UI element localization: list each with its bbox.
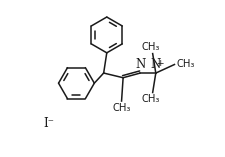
Text: +: +: [156, 59, 163, 68]
Text: N: N: [150, 59, 160, 71]
Text: I⁻: I⁻: [43, 117, 54, 130]
Text: CH₃: CH₃: [141, 42, 160, 52]
Text: CH₃: CH₃: [112, 103, 130, 113]
Text: N: N: [135, 59, 145, 71]
Text: CH₃: CH₃: [176, 60, 194, 70]
Text: CH₃: CH₃: [141, 94, 160, 104]
